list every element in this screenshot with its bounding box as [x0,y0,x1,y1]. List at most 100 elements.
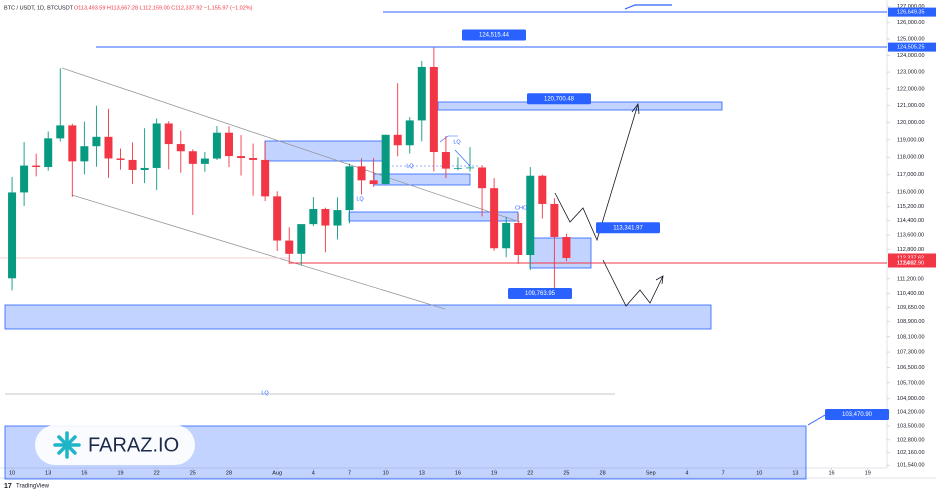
candle-body [176,144,185,152]
price-tag [888,42,936,52]
candle-body [538,175,547,204]
lq-label: LQ [406,163,414,169]
y-tick-label: 108,900.00 [897,319,925,325]
x-tick-label: 10 [383,470,389,476]
x-tick-label: 13 [419,470,425,476]
y-tick-label: 121,000.00 [897,103,925,109]
annotation-tag [462,29,526,41]
candle-body [92,136,101,147]
annotation-tag [825,409,889,421]
candle-body [562,236,571,258]
annotation-label: 103,470.90 [842,412,873,418]
x-tick-label: Aug [272,470,282,476]
candle-body [429,66,438,153]
candle-body [224,132,233,157]
x-tick-label: 16 [81,470,87,476]
y-tick-label: 115,200.00 [897,204,924,210]
price-tag-label: 112,062.90 [897,260,924,266]
candle-body [309,208,318,225]
x-tick-label: 4 [312,470,315,476]
y-tick-label: 110,400.00 [897,291,924,297]
lq-mark [454,149,471,167]
y-tick-label: 120,000.00 [897,120,925,126]
projection-path [554,103,639,242]
candle-body [104,136,113,159]
candle-body [321,208,330,226]
x-tick-label: 19 [865,470,871,476]
y-tick-label: 125,000.00 [897,36,925,42]
candle-body [237,156,246,159]
x-tick-label: 4 [685,470,688,476]
y-tick-label: 104,200.00 [897,410,925,416]
connector [807,414,826,426]
choch-label: CHO [515,205,528,211]
x-tick-label: 13 [792,470,798,476]
candle-body [405,120,414,146]
lq-label: LQ [261,390,269,396]
y-tick-label: 114,400.00 [897,218,924,224]
candle-body [261,159,270,197]
lq-label: LQ [453,139,461,145]
candle-body [357,166,366,181]
x-tick-label: 19 [117,470,123,476]
price-tag-label: 124,505.25 [897,45,925,51]
x-tick-label: 19 [491,470,497,476]
annotation-label: 109,763.95 [525,291,556,297]
price-tag-label: 112,337.62 [897,255,924,261]
y-tick-label: 108,100.00 [897,334,925,340]
order-block [264,140,384,162]
y-tick-label: 119,000.00 [897,137,924,143]
candle-body [381,134,390,185]
footer: TradingView [16,484,50,490]
x-tick-label: 7 [348,470,351,476]
candle-body [152,123,161,168]
x-tick-label: Sep [646,470,656,476]
candle-body [514,222,523,256]
candle-body [164,123,173,145]
candle-body [333,210,342,226]
candle-body [502,222,511,249]
annotation-tag [527,93,591,105]
ohlc: O113,493.59 H113,667.28 L112,159.00 C112… [74,5,253,11]
candle-body [478,167,487,189]
lq-mark [439,135,458,143]
channel-line [71,194,446,310]
x-tick-label: 25 [190,470,196,476]
y-tick-label: 126,000.00 [897,20,925,26]
price-tag [888,258,936,268]
tv-logo: 17 [4,483,12,490]
arrow-head [655,275,664,285]
symbol-title: BTC / USDT, 1D, BTCUSDT [4,5,74,11]
y-tick-label: 107,300.00 [897,349,925,355]
x-tick-label: 28 [600,470,606,476]
y-tick-label: 109,650.00 [897,305,925,311]
candle-body [116,158,125,160]
y-tick-label: 113,600.00 [897,233,924,239]
y-tick-label: 105,700.00 [897,380,925,386]
candle-body [56,125,65,139]
annotation-label: 124,515.44 [479,33,510,39]
x-tick-label: 16 [455,470,461,476]
y-tick-label: 102,160.00 [897,450,925,456]
y-tick-label: 122,000.00 [897,86,925,92]
x-tick-label: 10 [9,470,15,476]
y-tick-label: 106,500.00 [897,365,925,371]
annotation-tag [508,287,572,299]
y-tick-label: 112,800.00 [897,247,924,253]
x-tick-label: 28 [226,470,232,476]
y-tick-label: 127,000.00 [897,4,925,10]
candle-body [490,188,499,249]
y-tick-label: 104,900.00 [897,396,925,402]
y-tick-label: 123,000.00 [897,70,925,76]
candle-body [140,167,149,170]
candle-body [20,165,29,193]
x-tick-label: 25 [563,470,569,476]
candle-body [273,196,282,241]
candle-body [526,175,535,256]
price-tag [888,7,936,17]
projection-path [602,259,664,307]
level-line [624,4,672,10]
y-tick-label: 102,800.00 [897,437,925,443]
y-tick-label: 111,200.00 [897,276,924,282]
watermark-logo [53,431,81,459]
